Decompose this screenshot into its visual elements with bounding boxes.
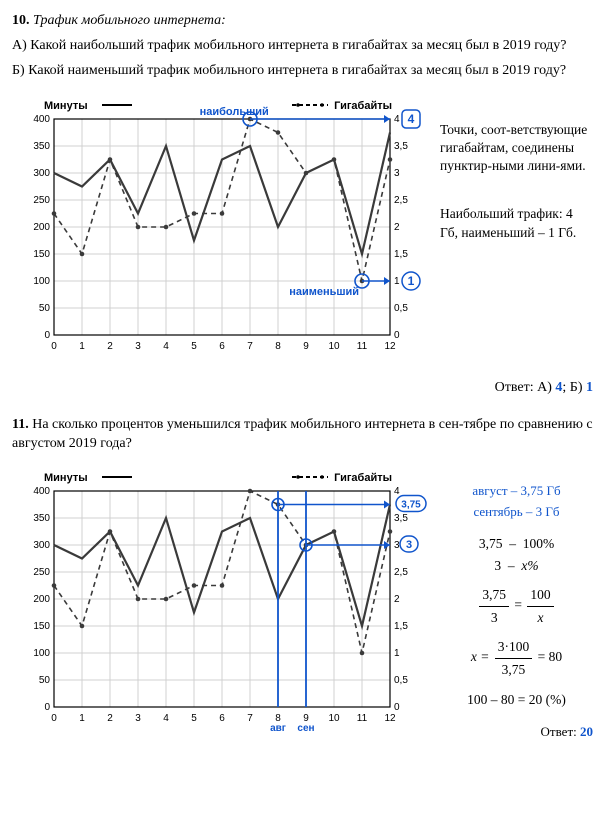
svg-text:11: 11: [357, 341, 368, 352]
svg-text:1: 1: [394, 648, 400, 659]
svg-text:300: 300: [33, 168, 50, 179]
answer10: Ответ: А) 4; Б) 1: [12, 380, 593, 396]
svg-text:400: 400: [33, 114, 50, 125]
chart11-sidetext: август – 3,75 Гб сентябрь – 3 Гб 3,75 – …: [440, 463, 593, 743]
svg-text:1: 1: [394, 276, 400, 287]
svg-text:7: 7: [247, 341, 253, 352]
svg-text:1,5: 1,5: [394, 249, 408, 260]
svg-text:4: 4: [163, 341, 169, 352]
svg-text:2: 2: [394, 594, 400, 605]
chart10-block: 05010015020025030035040000,511,522,533,5…: [12, 91, 593, 366]
svg-text:Минуты: Минуты: [44, 100, 88, 112]
svg-text:200: 200: [33, 222, 50, 233]
side-note-2: Наибольший трафик: 4 Гб, наименьший – 1 …: [440, 205, 593, 241]
svg-text:3: 3: [394, 168, 400, 179]
sep-label: сентябрь – 3 Гб: [440, 502, 593, 523]
svg-text:0: 0: [44, 702, 50, 713]
chart11-block: 05010015020025030035040000,511,522,533,5…: [12, 463, 593, 743]
svg-text:3,5: 3,5: [394, 513, 408, 524]
svg-text:8: 8: [275, 341, 281, 352]
svg-text:0: 0: [394, 702, 400, 713]
svg-text:1: 1: [408, 274, 415, 288]
svg-text:3: 3: [135, 713, 141, 724]
svg-text:350: 350: [33, 513, 50, 524]
svg-text:350: 350: [33, 141, 50, 152]
svg-text:1: 1: [79, 713, 85, 724]
answer11: Ответ: 20: [440, 722, 593, 743]
problem10-heading: 10. Трафик мобильного интернета:: [12, 12, 593, 31]
svg-text:9: 9: [303, 341, 309, 352]
aug-label: август – 3,75 Гб: [440, 481, 593, 502]
svg-text:2,5: 2,5: [394, 195, 408, 206]
svg-text:11: 11: [357, 713, 368, 724]
svg-text:2: 2: [107, 713, 113, 724]
svg-text:7: 7: [247, 713, 253, 724]
svg-text:50: 50: [39, 675, 51, 686]
chart10: 05010015020025030035040000,511,522,533,5…: [12, 91, 432, 366]
svg-text:4: 4: [394, 486, 400, 497]
svg-text:6: 6: [219, 713, 225, 724]
chart11: 05010015020025030035040000,511,522,533,5…: [12, 463, 432, 738]
svg-text:0: 0: [394, 330, 400, 341]
svg-text:наименьший: наименьший: [289, 286, 359, 298]
chart10-sidetext: Точки, соот-ветствующие гигабайтам, соед…: [440, 91, 593, 242]
svg-text:150: 150: [33, 249, 50, 260]
svg-text:3,75: 3,75: [401, 500, 421, 511]
svg-text:12: 12: [384, 713, 396, 724]
svg-text:авг: авг: [270, 723, 286, 733]
svg-text:1: 1: [79, 341, 85, 352]
problem10-qA: А) Какой наибольший трафик мобильного ин…: [12, 37, 593, 56]
svg-text:Гигабайты: Гигабайты: [334, 472, 392, 484]
svg-text:3,5: 3,5: [394, 141, 408, 152]
svg-text:300: 300: [33, 540, 50, 551]
svg-text:наибольший: наибольший: [200, 106, 269, 118]
svg-text:1,5: 1,5: [394, 621, 408, 632]
svg-text:10: 10: [328, 713, 340, 724]
problem11-heading: 11. На сколько процентов уменьшился траф…: [12, 416, 593, 454]
svg-text:400: 400: [33, 486, 50, 497]
problem-number: 11.: [12, 417, 29, 432]
svg-text:3: 3: [394, 540, 400, 551]
svg-text:Минуты: Минуты: [44, 472, 88, 484]
svg-text:3: 3: [406, 539, 412, 551]
svg-text:4: 4: [163, 713, 169, 724]
svg-text:0,5: 0,5: [394, 303, 408, 314]
svg-text:2,5: 2,5: [394, 567, 408, 578]
svg-text:200: 200: [33, 594, 50, 605]
svg-text:Гигабайты: Гигабайты: [334, 100, 392, 112]
svg-text:12: 12: [384, 341, 396, 352]
svg-text:0,5: 0,5: [394, 675, 408, 686]
svg-text:0: 0: [51, 341, 57, 352]
problem-title: Трафик мобильного интернета:: [33, 13, 226, 28]
side-note-1: Точки, соот-ветствующие гигабайтам, соед…: [440, 121, 593, 176]
svg-text:0: 0: [44, 330, 50, 341]
svg-text:10: 10: [328, 341, 340, 352]
problem10-qB: Б) Какой наименьший трафик мобильного ин…: [12, 62, 593, 81]
svg-text:250: 250: [33, 195, 50, 206]
svg-text:4: 4: [408, 112, 415, 126]
svg-text:50: 50: [39, 303, 51, 314]
svg-text:5: 5: [191, 713, 197, 724]
problem-number: 10.: [12, 13, 30, 28]
svg-text:5: 5: [191, 341, 197, 352]
svg-text:3: 3: [135, 341, 141, 352]
svg-text:2: 2: [394, 222, 400, 233]
svg-text:250: 250: [33, 567, 50, 578]
svg-text:150: 150: [33, 621, 50, 632]
svg-text:2: 2: [107, 341, 113, 352]
svg-text:6: 6: [219, 341, 225, 352]
svg-text:4: 4: [394, 114, 400, 125]
problem11-text: На сколько процентов уменьшился трафик м…: [12, 417, 593, 451]
svg-text:сен: сен: [297, 723, 314, 733]
svg-text:100: 100: [33, 276, 50, 287]
svg-text:100: 100: [33, 648, 50, 659]
svg-text:0: 0: [51, 713, 57, 724]
